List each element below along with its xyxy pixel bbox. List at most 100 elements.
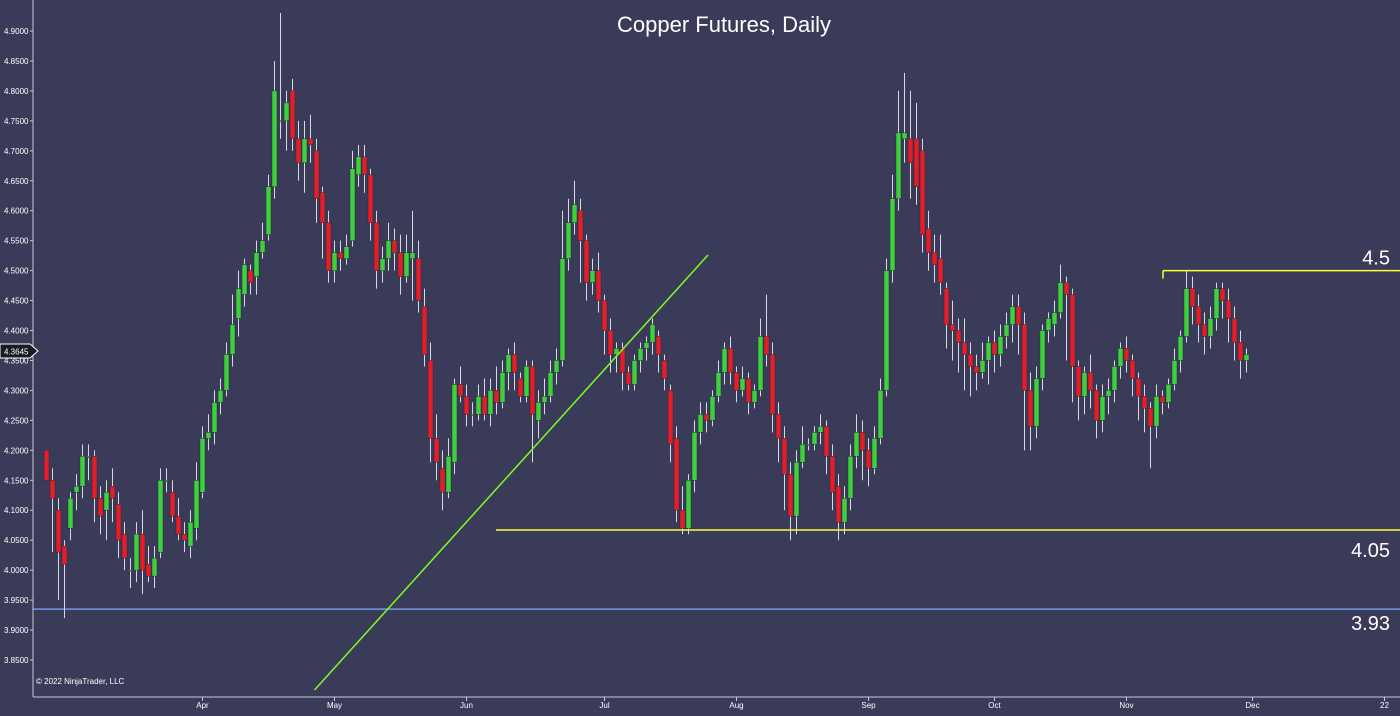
candle-body-down [55,509,62,553]
candle [265,174,272,241]
candle-body-down [511,354,518,373]
candle [133,522,140,583]
candle [157,468,164,559]
candle [67,492,74,541]
candle-body-up [1051,312,1058,325]
candle [1237,330,1244,379]
candle-body-up [805,444,812,446]
candle-body-down [43,450,50,481]
candle [637,342,644,373]
candle [175,498,182,541]
candle-body-up [535,402,542,421]
candle [871,426,878,475]
candle-body-down [733,372,740,391]
candle [625,366,632,391]
candle [295,120,302,181]
candle [847,444,854,511]
y-tick-label: 4.6500 [4,177,29,186]
candle [931,234,938,283]
candle-body-up [451,384,458,463]
candle-body-down [439,468,446,493]
candle [1147,402,1154,469]
candle-body-up [271,90,278,188]
candle [685,474,692,535]
candle-body-up [385,240,392,259]
candle-body-up [223,354,230,391]
candle [223,342,230,397]
candle [61,540,68,619]
candle-body-down [973,366,980,373]
candle-body-down [925,228,932,253]
candle [943,282,950,349]
candle [103,480,110,541]
candle [865,438,872,487]
candle-body-up [277,120,284,123]
axes [32,0,1400,698]
candle [979,342,986,379]
candle-body-up [1177,336,1184,361]
candle-body-up [889,198,896,271]
y-tick-label: 4.2000 [4,446,29,455]
support-label: 4.05 [1351,540,1390,562]
candle-body-up [199,438,206,493]
candle [307,114,314,163]
candle-body-up [997,336,1004,355]
candle [841,486,848,535]
candle-body-down [1141,396,1148,409]
candle [97,486,104,535]
candle [205,414,212,451]
candle-body-down [145,563,152,577]
candle [901,72,908,163]
candle-body-up [877,390,884,439]
candle-body-up [841,498,848,523]
x-tick-label: May [327,701,342,710]
candle [583,234,590,301]
candle [589,258,596,295]
candle [343,234,350,265]
candle-body-down [1129,360,1136,379]
candle-body-up [1045,318,1052,331]
candle-body-up [73,486,80,493]
candle-body-down [109,486,116,499]
candle [919,138,926,253]
candle-body-up [1213,288,1220,319]
candle-body-up [697,414,704,433]
candle-body-up [1117,348,1124,367]
y-tick-label: 4.1500 [4,476,29,485]
candle-body-up [343,246,350,259]
candle-body-down [457,384,464,397]
candle [367,168,374,241]
candle [289,78,296,151]
candle [997,324,1004,367]
candle-body-down [943,288,950,325]
candle-body-down [1093,390,1100,421]
candle [1051,300,1058,337]
candle-body-down [823,426,830,457]
candle-body-up [133,533,140,571]
candle-body-up [985,342,992,361]
candle [751,384,758,409]
x-tick-label: Jun [460,701,473,710]
candle [1009,294,1016,343]
candle [1033,366,1040,439]
candle [409,210,416,301]
candle-body-down [1015,306,1022,325]
candle [895,90,902,211]
x-tick-label: Nov [1119,701,1133,710]
candle [937,234,944,295]
candle [1231,306,1238,361]
candle [235,270,242,337]
candle [913,102,920,205]
candle [595,252,602,313]
candle [127,558,134,589]
candle [91,450,98,523]
candle [349,150,356,247]
candle [247,264,254,295]
candle [379,246,386,283]
candle [439,450,446,511]
candle [85,444,92,481]
candle-body-down [61,545,68,565]
candle-body-down [703,414,710,421]
candle [331,240,338,283]
candle-body-up [811,432,818,445]
